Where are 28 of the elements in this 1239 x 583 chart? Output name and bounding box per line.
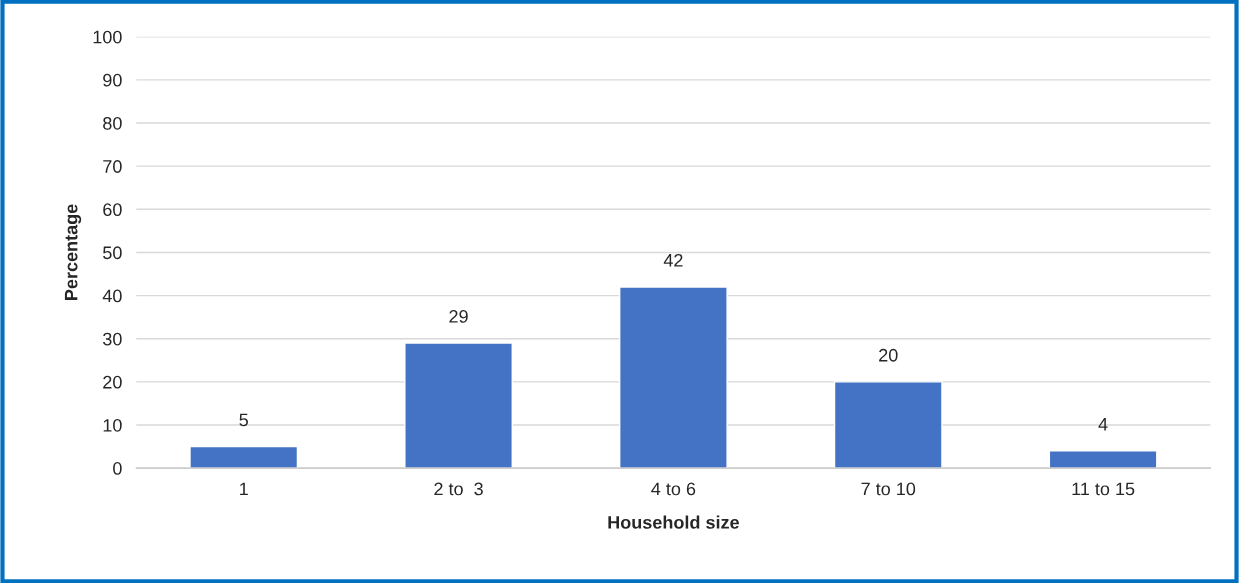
- bar: [833, 381, 943, 469]
- y-axis-title: Percentage: [64, 204, 82, 300]
- y-tick-label: 80: [103, 116, 122, 130]
- bar: [1048, 450, 1158, 469]
- x-tick-label: 4 to 6: [651, 482, 696, 496]
- y-tick-label: 20: [103, 375, 122, 389]
- y-tick-label: 10: [103, 418, 122, 432]
- data-label: 5: [239, 413, 248, 427]
- y-tick-label: 40: [102, 289, 122, 303]
- data-label: 4: [1098, 418, 1108, 431]
- bar: [404, 342, 513, 469]
- x-tick-label: 1: [240, 482, 248, 496]
- x-tick-label: 2 to 3: [434, 482, 483, 496]
- bar: [189, 445, 299, 469]
- x-tick-label: 7 to 10: [861, 482, 916, 496]
- y-tick-label: 50: [103, 246, 122, 260]
- y-tick-label: 90: [103, 73, 122, 87]
- bar: [618, 286, 728, 469]
- x-tick-label: 11 to 15: [1072, 482, 1135, 496]
- data-label: 20: [879, 348, 898, 362]
- y-tick-label: 30: [103, 332, 122, 346]
- data-label: 29: [449, 310, 468, 323]
- y-tick-label: 70: [103, 160, 122, 173]
- data-label: 42: [663, 253, 683, 267]
- x-axis-title: Household size: [608, 515, 739, 529]
- y-tick-label: 0: [113, 462, 122, 475]
- y-tick-label: 60: [103, 203, 122, 217]
- y-tick-label: 100: [93, 30, 122, 44]
